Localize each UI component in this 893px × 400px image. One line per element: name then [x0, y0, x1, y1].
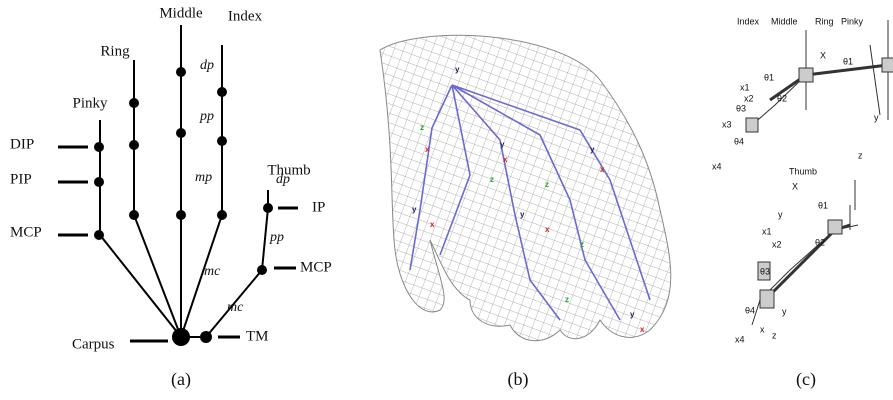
axis-label: x	[430, 220, 435, 229]
c-label: θ2	[815, 237, 825, 247]
axis-label: z	[490, 175, 494, 184]
axis-label: x	[600, 165, 605, 174]
axis-label: z	[565, 295, 569, 304]
finger-label: Index	[737, 16, 760, 26]
joint-label: MCP	[300, 259, 332, 275]
joint-label: IP	[312, 199, 325, 215]
axis-label: x	[640, 325, 645, 334]
joint-label: DIP	[10, 136, 34, 152]
panel-c	[745, 20, 893, 326]
c-label: x4	[712, 161, 722, 171]
finger-label: Ring	[815, 16, 834, 26]
c-label: θ4	[734, 136, 744, 146]
panel-a-joints	[94, 67, 273, 346]
axis-label: z	[545, 180, 549, 189]
joint-label: PIP	[10, 171, 32, 187]
segment-label: mp	[195, 170, 212, 185]
c-label: x1	[762, 226, 772, 236]
panel-a-labels: Middle Ring Index Pinky Thumb DIP PIP MC…	[10, 5, 332, 352]
c-label: X	[792, 181, 798, 191]
c-label: x4	[735, 334, 745, 344]
segment-label: mc	[227, 300, 244, 315]
c-label: x	[760, 324, 765, 334]
segment-label: pp	[269, 230, 284, 245]
c-label: x1	[740, 82, 750, 92]
c-label: y	[778, 209, 783, 219]
finger-label: Thumb	[267, 162, 310, 178]
joint-label: Carpus	[72, 336, 115, 352]
c-label: θ1	[764, 72, 774, 82]
finger-label: Index	[228, 8, 263, 24]
axis-label: y	[455, 65, 460, 74]
axis-label: x	[425, 145, 430, 154]
finger-label: Pinky	[72, 95, 108, 111]
c-label: z	[858, 150, 863, 160]
axis-label: y	[500, 140, 505, 149]
finger-label: Pinky	[841, 16, 864, 26]
c-label: x2	[772, 239, 782, 249]
axis-label: y	[412, 205, 417, 214]
segment-label: dp	[200, 58, 214, 73]
segment-label: pp	[199, 109, 214, 124]
finger-label: Middle	[159, 5, 203, 21]
finger-label: Middle	[771, 16, 798, 26]
axis-label: y	[520, 210, 525, 219]
axis-label: x	[503, 155, 508, 164]
axis-label: y	[590, 145, 595, 154]
c-label: x2	[744, 93, 754, 103]
axis-label: x	[545, 225, 550, 234]
panel-b	[379, 34, 672, 342]
c-label: θ3	[736, 103, 746, 113]
segment-label: mc	[204, 264, 221, 279]
axis-label: z	[420, 123, 424, 132]
axis-label: y	[630, 310, 635, 319]
panel-c-labels: Index Middle Ring Pinky X θ1 θ1 θ2 x1 x2…	[712, 16, 879, 344]
c-label: θ3	[760, 266, 770, 276]
c-label: θ1	[843, 56, 853, 66]
c-label: X	[820, 50, 826, 60]
c-title: Thumb	[789, 166, 817, 176]
c-label: y	[874, 112, 879, 122]
joint-label: TM	[246, 328, 269, 344]
finger-label: Ring	[100, 43, 130, 59]
c-label: y	[782, 306, 787, 316]
c-label: z	[772, 330, 777, 340]
c-label: θ2	[777, 93, 787, 103]
joint-label: MCP	[10, 224, 42, 240]
c-label: x3	[722, 119, 732, 129]
c-label: θ4	[745, 305, 755, 315]
caption: (b)	[508, 369, 529, 390]
caption: (a)	[171, 369, 191, 390]
caption: (c)	[796, 369, 816, 390]
c-label: θ1	[818, 200, 828, 210]
axis-label: z	[580, 240, 584, 249]
segment-label: dp	[276, 172, 290, 187]
